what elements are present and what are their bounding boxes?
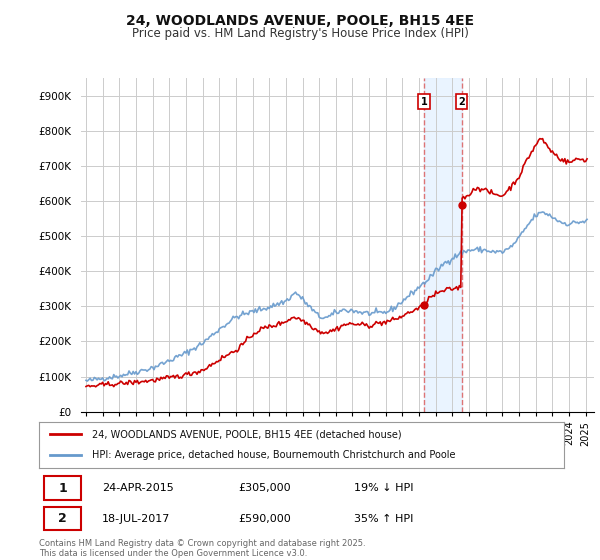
Text: 1: 1 bbox=[421, 97, 427, 107]
Text: Contains HM Land Registry data © Crown copyright and database right 2025.
This d: Contains HM Land Registry data © Crown c… bbox=[39, 539, 365, 558]
Text: 24, WOODLANDS AVENUE, POOLE, BH15 4EE (detached house): 24, WOODLANDS AVENUE, POOLE, BH15 4EE (d… bbox=[91, 429, 401, 439]
FancyBboxPatch shape bbox=[44, 507, 81, 530]
Text: 2: 2 bbox=[458, 97, 465, 107]
Text: £590,000: £590,000 bbox=[239, 514, 291, 524]
Text: HPI: Average price, detached house, Bournemouth Christchurch and Poole: HPI: Average price, detached house, Bour… bbox=[91, 450, 455, 460]
FancyBboxPatch shape bbox=[44, 477, 81, 500]
Text: 19% ↓ HPI: 19% ↓ HPI bbox=[354, 483, 413, 493]
Text: 24-APR-2015: 24-APR-2015 bbox=[102, 483, 174, 493]
Text: 1: 1 bbox=[58, 482, 67, 494]
Text: £305,000: £305,000 bbox=[239, 483, 291, 493]
Text: 24, WOODLANDS AVENUE, POOLE, BH15 4EE: 24, WOODLANDS AVENUE, POOLE, BH15 4EE bbox=[126, 14, 474, 28]
Text: 2: 2 bbox=[58, 512, 67, 525]
Text: 35% ↑ HPI: 35% ↑ HPI bbox=[354, 514, 413, 524]
Text: Price paid vs. HM Land Registry's House Price Index (HPI): Price paid vs. HM Land Registry's House … bbox=[131, 27, 469, 40]
Text: 18-JUL-2017: 18-JUL-2017 bbox=[102, 514, 170, 524]
Bar bbox=[424, 78, 461, 412]
